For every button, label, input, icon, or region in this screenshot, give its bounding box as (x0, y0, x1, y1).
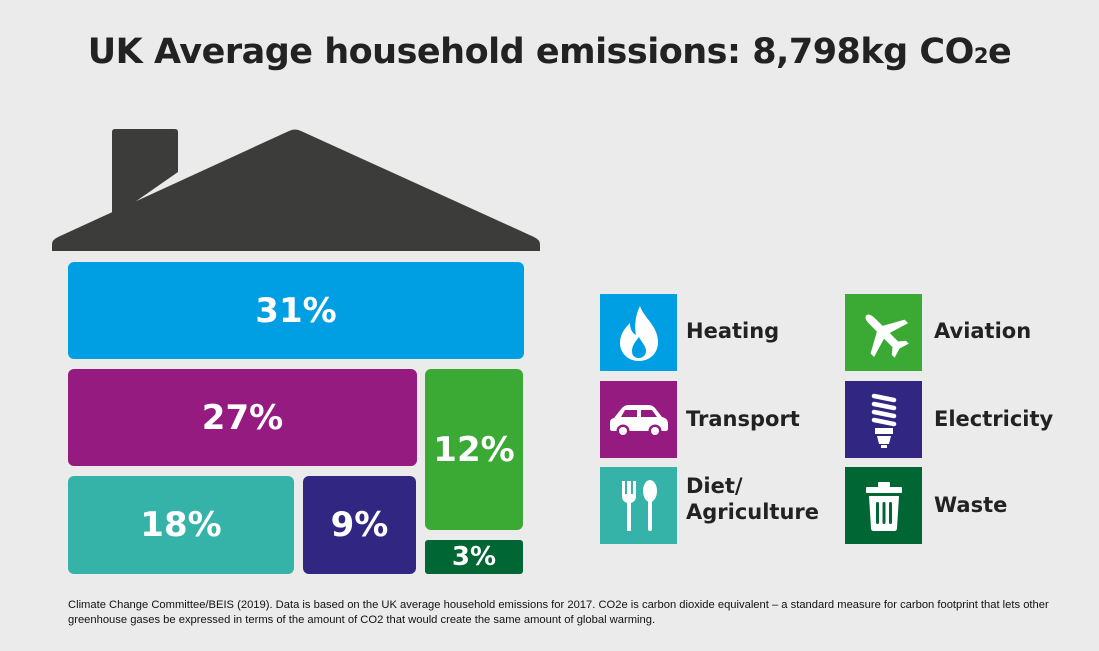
roof (52, 129, 540, 251)
legend-swatch (600, 381, 677, 458)
legend-label: Electricity (934, 407, 1054, 431)
trash-bin-icon (864, 480, 904, 532)
lightbulb-icon (864, 390, 904, 450)
tile-value-label: 12% (433, 429, 515, 470)
legend-swatch (600, 294, 677, 371)
legend-label: Diet/ Agriculture (686, 474, 820, 525)
legend-swatch (600, 467, 677, 544)
legend-swatch (845, 381, 922, 458)
chart-title: UK Average household emissions: 8,798kg … (87, 32, 1012, 72)
tile-value-label: 9% (330, 505, 389, 545)
chimney (112, 129, 178, 218)
car-icon (608, 402, 670, 438)
legend-label: Heating (686, 319, 780, 343)
tile-waste: 3% (425, 540, 523, 574)
flame-icon (614, 304, 664, 362)
tile-transport: 27% (68, 369, 417, 466)
tile-value-label: 18% (140, 505, 222, 545)
tile-value-label: 31% (255, 290, 337, 331)
footnote: Climate Change Committee/BEIS (2019). Da… (68, 599, 1049, 626)
legend-label: Waste (934, 493, 1008, 517)
fork-spoon-icon (616, 478, 662, 534)
tile-value-label: 3% (451, 542, 497, 572)
tile-heating: 31% (68, 262, 524, 359)
tile-diet-agriculture: 18% (68, 476, 294, 574)
house-roof (52, 129, 540, 251)
legend-swatch (845, 294, 922, 371)
legend-label: Transport (686, 407, 800, 431)
tile-value-label: 27% (201, 397, 284, 438)
legend-label: Aviation (934, 319, 1032, 343)
airplane-icon (856, 305, 912, 361)
legend-swatch (845, 467, 922, 544)
tile-aviation: 12% (425, 369, 523, 530)
tile-electricity: 9% (303, 476, 416, 574)
